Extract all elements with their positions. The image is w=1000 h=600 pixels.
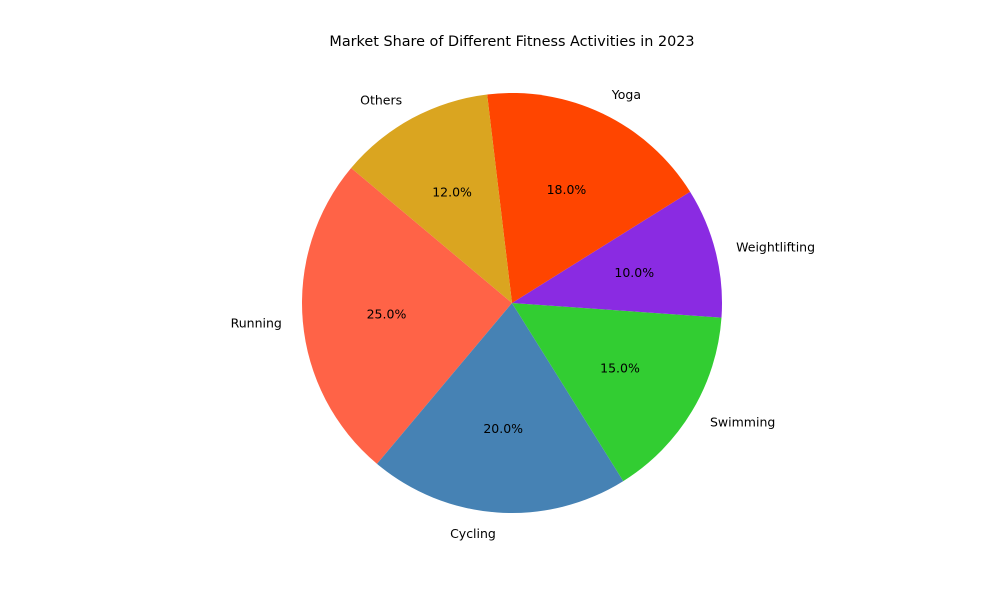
slice-label-others: Others <box>360 92 402 107</box>
slice-percent-cycling: 20.0% <box>483 421 523 436</box>
pie-slice-weightlifting <box>512 191 722 318</box>
pie-slice-yoga <box>487 93 691 304</box>
pie-slice-swimming <box>512 303 722 482</box>
chart-title: Market Share of Different Fitness Activi… <box>329 34 694 50</box>
slice-percent-running: 25.0% <box>367 306 407 321</box>
pie-slice-others <box>351 94 512 304</box>
slice-label-cycling: Cycling <box>450 526 496 541</box>
slice-percent-yoga: 18.0% <box>547 182 587 197</box>
slice-label-weightlifting: Weightlifting <box>736 240 815 255</box>
slice-label-running: Running <box>231 316 282 331</box>
slice-percent-others: 12.0% <box>432 185 472 200</box>
slice-percent-weightlifting: 10.0% <box>614 265 654 280</box>
pie-labels: Running 25.0% Cycling 20.0% Swimming 15.0% Wei… <box>231 87 815 541</box>
slice-percent-swimming: 15.0% <box>600 360 640 375</box>
pie-slices <box>302 93 722 513</box>
pie-slice-running <box>302 168 512 464</box>
slice-label-swimming: Swimming <box>710 414 775 429</box>
slice-label-yoga: Yoga <box>611 87 641 102</box>
pie-slice-cycling <box>377 303 624 513</box>
